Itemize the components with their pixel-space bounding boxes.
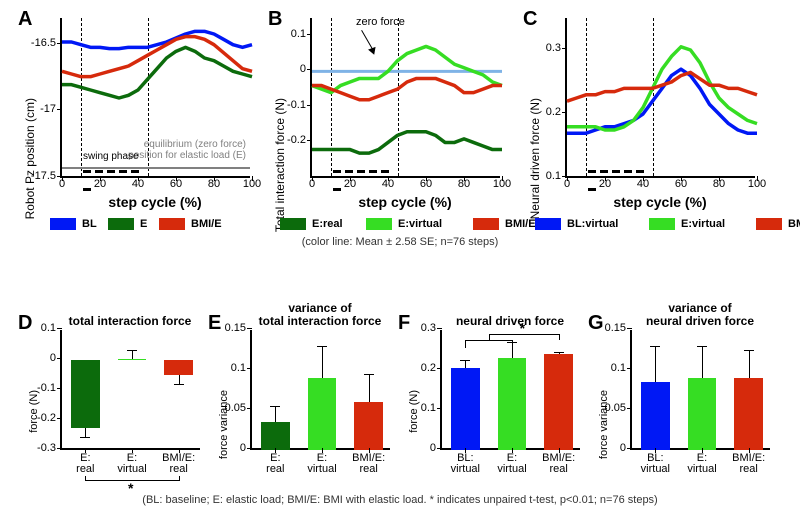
panelF-title: neural driven force <box>440 314 580 328</box>
panelC-legend: BL:virtual <box>535 218 618 230</box>
panelD-bar-1 <box>118 359 147 361</box>
panelF-bar-2 <box>544 354 573 450</box>
panelB-legend: E:real <box>280 218 343 230</box>
swing-phase-label: swing phase <box>83 151 139 162</box>
panelC-panel: 0.10.20.3020406080100step cycle (%)Neura… <box>565 18 755 178</box>
panelD-bar-0 <box>71 360 100 428</box>
panelD-title: total interaction force <box>60 314 200 328</box>
panelE-bar-1 <box>308 378 337 450</box>
panelB-xlabel: step cycle (%) <box>358 194 451 210</box>
panelG-panel: 00.050.10.15BL:virtualE:virtualBMI/E:rea… <box>630 330 770 450</box>
panelA-plot: -17.5-17-16.5020406080100equilibrium (ze… <box>60 18 250 178</box>
panelG-bar-2 <box>734 378 763 450</box>
panelD-panel: -0.3-0.2-0.100.1E:realE:virtualBMI/E:rea… <box>60 330 200 450</box>
panelA-legend: E <box>108 218 147 230</box>
panelA-label: A <box>18 8 32 31</box>
panelE-plot: 00.050.10.15E:realE:virtualBMI/E:real <box>250 330 390 450</box>
panelE-title: variance oftotal interaction force <box>250 302 390 327</box>
panelA-ylabel: Robot Pz position (cm) <box>23 98 37 219</box>
panelF-label: F <box>398 312 410 335</box>
equilibrium-annotation: equilibrium (zero force)position for ela… <box>128 139 246 161</box>
panelC-ylabel: Neural driven force (N) <box>528 98 542 219</box>
panelA-legend: BMI/E <box>159 218 222 230</box>
panelF-bar-1 <box>498 358 527 450</box>
panelD-bar-2 <box>164 360 193 375</box>
panelE-panel: 00.050.10.15E:realE:virtualBMI/E:realvar… <box>250 330 390 450</box>
panelG-title: variance ofneural driven force <box>630 302 770 327</box>
panelB-plot: -0.2-0.100.1020406080100zero force <box>310 18 500 178</box>
panelC-legend: E:virtual <box>649 218 725 230</box>
panelE-label: E <box>208 312 221 335</box>
zero-force-annotation: zero force <box>356 16 405 28</box>
panelG-bar-1 <box>688 378 717 450</box>
panelG-plot: 00.050.10.15BL:virtualE:virtualBMI/E:rea… <box>630 330 770 450</box>
panelC-plot: 0.10.20.3020406080100 <box>565 18 755 178</box>
panelF-plot: 00.10.20.3BL:virtualE:virtualBMI/E:real* <box>440 330 580 450</box>
panelC-legend: BMI/E:real <box>756 218 800 230</box>
panelA-xlabel: step cycle (%) <box>108 194 201 210</box>
panelB-legend: E:virtual <box>366 218 442 230</box>
panelC-label: C <box>523 8 537 31</box>
panelF-panel: 00.10.20.3BL:virtualE:virtualBMI/E:real*… <box>440 330 580 450</box>
panelD-ylabel: force (N) <box>28 390 40 433</box>
figure-root: -17.5-17-16.5020406080100equilibrium (ze… <box>0 0 800 517</box>
panelG-bar-0 <box>641 382 670 450</box>
panelC-xlabel: step cycle (%) <box>613 194 706 210</box>
panelD-plot: -0.3-0.2-0.100.1E:realE:virtualBMI/E:rea… <box>60 330 200 450</box>
panelG-label: G <box>588 312 604 335</box>
panelE-ylabel: force variance <box>218 390 230 459</box>
panelB-ylabel: Total interaction force (N) <box>273 98 287 232</box>
panelA-panel: -17.5-17-16.5020406080100equilibrium (ze… <box>60 18 250 178</box>
bottom-caption: (BL: baseline; E: elastic load; BMI/E: B… <box>0 494 800 506</box>
panelF-bar-0 <box>451 368 480 450</box>
panelD-label: D <box>18 312 32 335</box>
panelF-ylabel: force (N) <box>408 390 420 433</box>
panelB-panel: -0.2-0.100.1020406080100zero forcestep c… <box>310 18 500 178</box>
panelG-ylabel: force variance <box>598 390 610 459</box>
panelE-bar-2 <box>354 402 383 450</box>
panelE-bar-0 <box>261 422 290 450</box>
panelA-legend: BL <box>50 218 97 230</box>
mid-caption: (color line: Mean ± 2.58 SE; n=76 steps) <box>0 236 800 248</box>
panelB-label: B <box>268 8 282 31</box>
